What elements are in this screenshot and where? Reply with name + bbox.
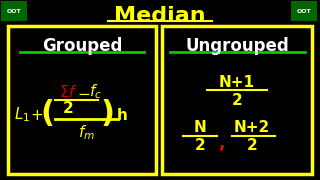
Text: h: h	[116, 107, 127, 123]
FancyBboxPatch shape	[292, 2, 316, 20]
Text: OOT: OOT	[7, 8, 21, 14]
Text: 2: 2	[63, 100, 73, 116]
Text: $f_m$: $f_m$	[77, 124, 94, 142]
Text: (: (	[40, 98, 54, 127]
Text: Grouped: Grouped	[42, 37, 122, 55]
Text: ,: ,	[218, 134, 224, 152]
Text: OOT: OOT	[297, 8, 311, 14]
FancyBboxPatch shape	[8, 26, 156, 174]
Text: $-$: $-$	[77, 84, 91, 100]
Text: $\Sigma f$: $\Sigma f$	[59, 84, 77, 100]
Text: +: +	[31, 107, 44, 123]
Text: N: N	[194, 120, 206, 136]
Text: $L_1$: $L_1$	[14, 106, 30, 124]
Text: N+2: N+2	[234, 120, 270, 136]
Text: Median: Median	[114, 6, 206, 26]
FancyBboxPatch shape	[162, 26, 312, 174]
Text: 2: 2	[195, 138, 205, 154]
Text: N+1: N+1	[219, 75, 255, 89]
Text: ): )	[101, 98, 115, 127]
Text: 2: 2	[232, 93, 242, 107]
Text: Ungrouped: Ungrouped	[185, 37, 289, 55]
Text: 2: 2	[247, 138, 257, 154]
FancyBboxPatch shape	[2, 2, 26, 20]
Text: $f_c$: $f_c$	[90, 83, 102, 101]
